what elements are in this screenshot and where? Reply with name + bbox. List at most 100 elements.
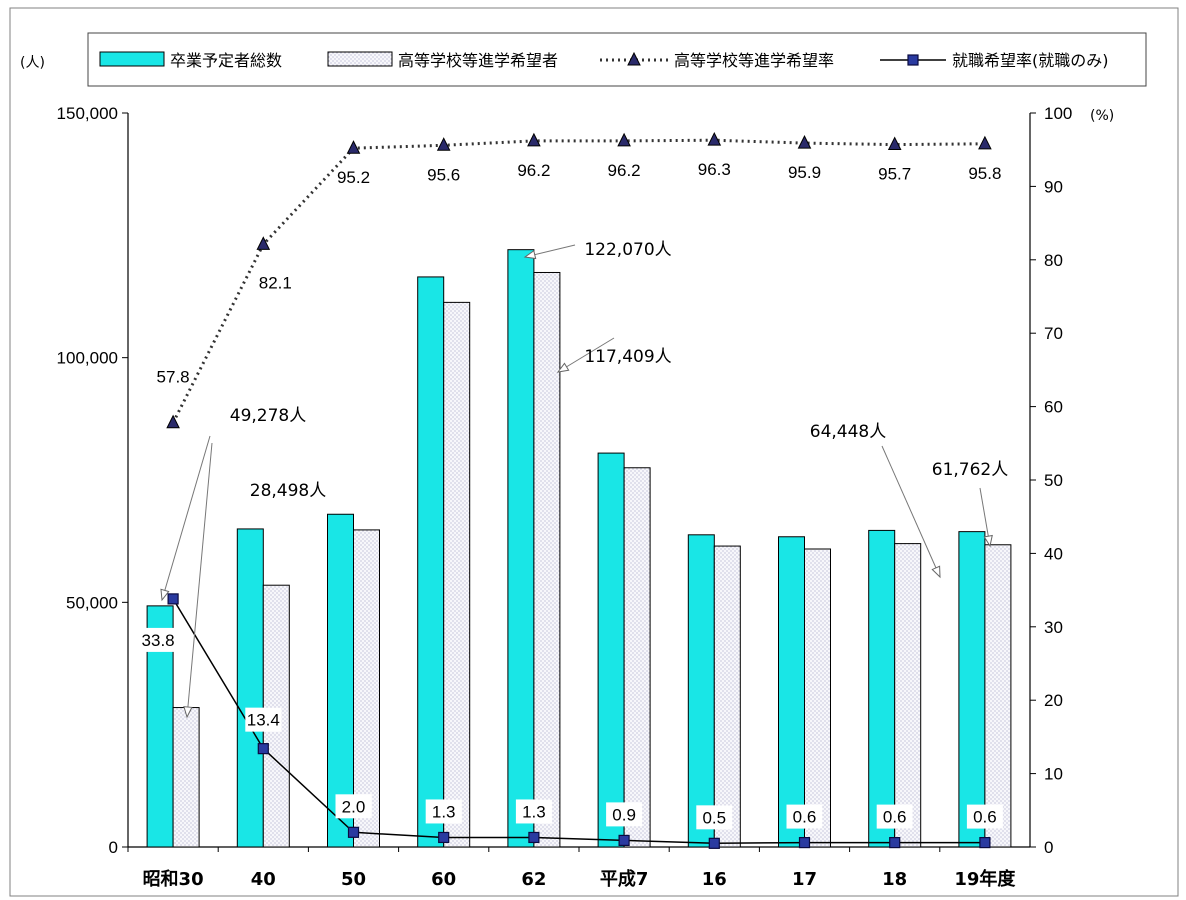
label-employment-rate: 0.6 bbox=[793, 808, 817, 827]
y-left-tick-label: 150,000 bbox=[57, 104, 118, 123]
y-right-tick-label: 20 bbox=[1044, 691, 1063, 710]
label-box-employment-rate bbox=[245, 707, 282, 732]
y-right-unit: (%) bbox=[1090, 108, 1114, 124]
label-advance-rate: 82.1 bbox=[259, 273, 292, 292]
label-advance-rate: 57.8 bbox=[157, 368, 190, 387]
y-right-tick-label: 0 bbox=[1044, 838, 1053, 857]
marker-advance-rate bbox=[797, 134, 812, 149]
annotation-label: 28,498人 bbox=[250, 481, 326, 501]
marker-advance-rate bbox=[166, 414, 180, 429]
line-advance-rate bbox=[171, 138, 985, 424]
legend-label-employment-rate: 就職希望率(就職のみ) bbox=[952, 51, 1109, 70]
label-advance-rate: 95.8 bbox=[968, 164, 1001, 183]
marker-employment-rate bbox=[708, 837, 720, 849]
bar-total bbox=[868, 529, 896, 848]
x-tick-label: 16 bbox=[702, 869, 727, 890]
label-advance-rate: 95.9 bbox=[788, 163, 821, 182]
y-left-tick-label: 0 bbox=[109, 838, 118, 857]
annotation-label: 64,448人 bbox=[810, 422, 886, 442]
bar-advance bbox=[623, 467, 651, 848]
marker-advance-rate bbox=[887, 136, 902, 151]
x-tick-label: 19年度 bbox=[954, 868, 1016, 890]
annotation-arrowhead bbox=[160, 588, 170, 602]
annotation-label: 61,762人 bbox=[932, 460, 1008, 480]
marker-advance-rate bbox=[527, 132, 541, 147]
label-box-employment-rate bbox=[966, 804, 1003, 829]
y-right-tick-label: 50 bbox=[1044, 471, 1063, 490]
legend-label-advance: 高等学校等進学希望者 bbox=[398, 51, 558, 70]
x-tick-label: 40 bbox=[251, 869, 276, 890]
legend-box bbox=[87, 32, 1147, 87]
x-tick-label: 平成7 bbox=[600, 868, 649, 890]
marker-advance-rate bbox=[707, 132, 722, 146]
label-employment-rate: 1.3 bbox=[522, 802, 546, 821]
line-employment-rate bbox=[172, 598, 985, 845]
y-right-tick-label: 90 bbox=[1044, 177, 1063, 196]
annotation-arrowhead bbox=[931, 565, 941, 579]
bar-total bbox=[597, 452, 625, 848]
label-advance-rate: 95.2 bbox=[337, 168, 370, 187]
label-employment-rate: 13.4 bbox=[247, 711, 280, 730]
x-tick-label: 50 bbox=[341, 869, 366, 890]
label-advance-rate: 96.2 bbox=[517, 161, 550, 180]
annotation-label: 49,278人 bbox=[230, 406, 306, 426]
x-tick-label: 昭和30 bbox=[143, 869, 204, 890]
legend-swatch-total bbox=[99, 51, 165, 67]
marker-employment-rate bbox=[167, 593, 179, 605]
annotation-arrowhead bbox=[983, 534, 993, 548]
annotation-label: 117,409人 bbox=[584, 347, 671, 367]
marker-employment-rate bbox=[618, 834, 630, 846]
bar-advance bbox=[262, 584, 290, 848]
y-right-tick-label: 10 bbox=[1044, 765, 1063, 784]
y-right-tick-label: 30 bbox=[1044, 618, 1063, 637]
legend-swatch-advance bbox=[327, 51, 393, 67]
label-box-employment-rate bbox=[696, 805, 733, 830]
marker-employment-rate bbox=[889, 836, 901, 849]
label-advance-rate: 95.7 bbox=[878, 165, 911, 184]
bar-advance bbox=[353, 529, 380, 848]
bar-advance bbox=[894, 543, 922, 848]
bar-total bbox=[417, 276, 445, 848]
y-right-tick-label: 40 bbox=[1044, 544, 1063, 563]
annotation-arrowhead bbox=[556, 362, 570, 373]
annotation-arrow bbox=[881, 445, 941, 578]
bar-total bbox=[778, 536, 805, 848]
bar-advance bbox=[533, 271, 561, 848]
bar-total bbox=[687, 534, 715, 848]
label-advance-rate: 96.2 bbox=[608, 161, 641, 180]
marker-employment-rate bbox=[528, 831, 540, 844]
marker-employment-rate bbox=[798, 836, 811, 849]
y-right-tick-label: 80 bbox=[1044, 251, 1063, 270]
y-left-tick-label: 100,000 bbox=[57, 349, 118, 368]
bar-advance bbox=[804, 548, 831, 848]
y-right-tick-label: 100 bbox=[1044, 104, 1072, 123]
x-tick-label: 17 bbox=[792, 869, 817, 890]
marker-advance-rate bbox=[346, 140, 361, 154]
label-box-employment-rate bbox=[335, 794, 372, 819]
marker-employment-rate bbox=[257, 743, 269, 755]
bar-total bbox=[958, 531, 986, 848]
legend-label-total: 卒業予定者総数 bbox=[170, 51, 282, 70]
marker-advance-rate bbox=[617, 132, 631, 147]
x-tick-label: 18 bbox=[882, 869, 907, 890]
annotation-arrowhead bbox=[183, 706, 193, 719]
bar-advance bbox=[713, 545, 741, 848]
label-box-employment-rate bbox=[876, 804, 913, 829]
label-employment-rate: 0.9 bbox=[612, 805, 636, 824]
bar-advance bbox=[172, 707, 200, 848]
bar-total bbox=[507, 249, 535, 848]
y-left-tick-label: 50,000 bbox=[66, 593, 118, 612]
marker-employment-rate bbox=[979, 836, 991, 849]
annotation-arrow bbox=[161, 435, 211, 601]
y-left-unit: (人) bbox=[20, 55, 45, 71]
label-advance-rate: 95.6 bbox=[427, 165, 460, 184]
y-right-tick-label: 60 bbox=[1044, 398, 1063, 417]
legend-marker-advance-rate bbox=[627, 51, 641, 66]
label-box-employment-rate bbox=[515, 799, 552, 824]
label-employment-rate: 1.3 bbox=[432, 802, 456, 821]
annotation-arrow bbox=[557, 337, 615, 373]
marker-advance-rate bbox=[978, 135, 992, 150]
label-box-employment-rate bbox=[140, 627, 177, 652]
